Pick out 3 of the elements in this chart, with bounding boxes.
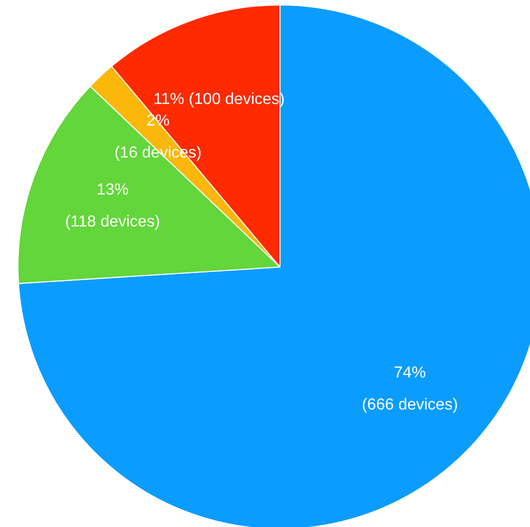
data-label: 2% (16 devices) bbox=[114, 112, 202, 162]
data-label: 13% (118 devices) bbox=[65, 181, 160, 230]
data-label: 74% (666 devices) bbox=[362, 364, 458, 414]
